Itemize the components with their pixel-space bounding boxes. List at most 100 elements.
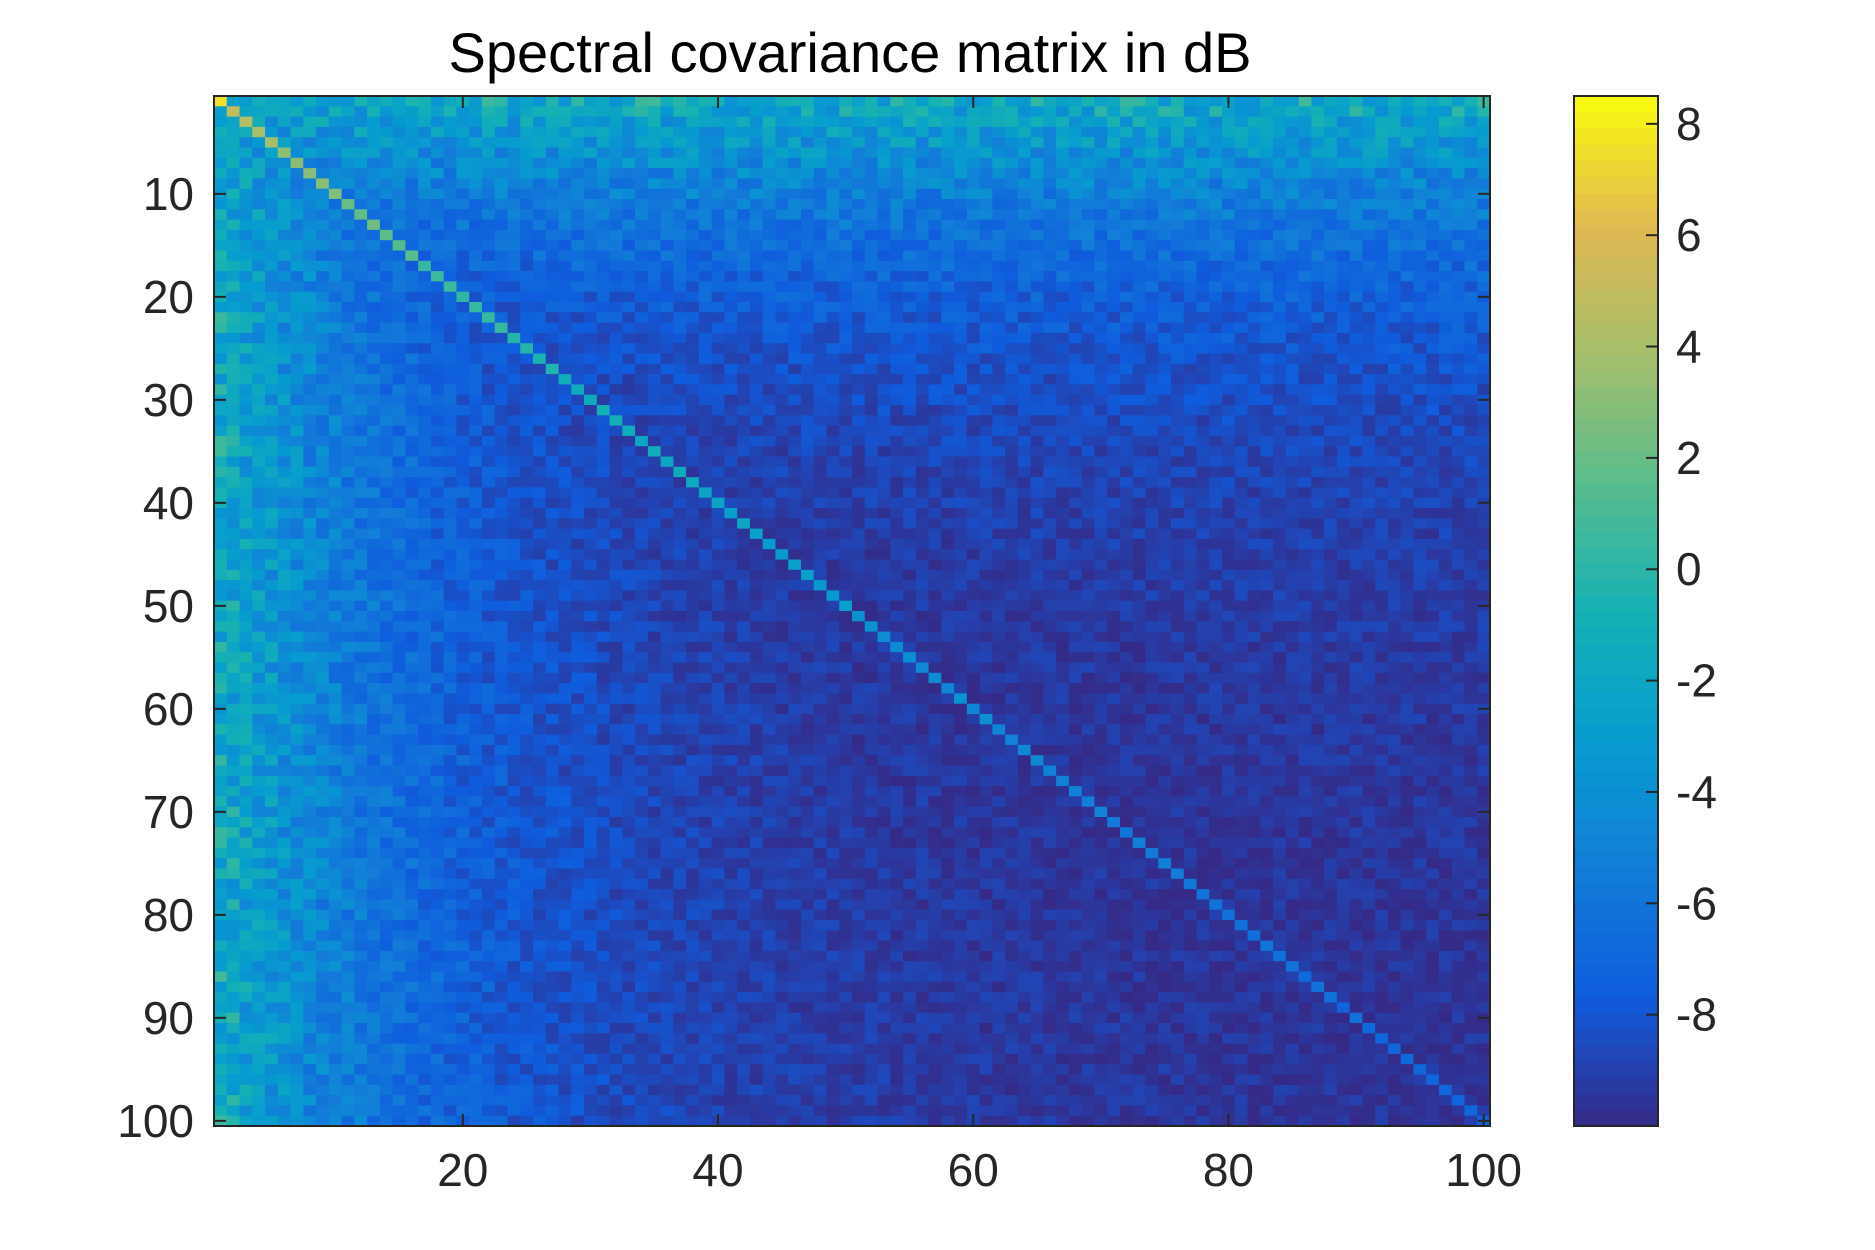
heatmap-cell	[941, 569, 955, 581]
heatmap-cell	[533, 312, 547, 324]
heatmap-cell	[903, 446, 917, 458]
heatmap-cell	[1030, 425, 1044, 437]
heatmap-cell	[1260, 415, 1274, 427]
heatmap-cell	[1043, 487, 1057, 499]
heatmap-cell	[711, 446, 725, 458]
heatmap-cell	[928, 415, 942, 427]
heatmap-cell	[405, 477, 419, 488]
heatmap-cell	[839, 456, 853, 468]
heatmap-cell	[877, 435, 891, 447]
heatmap-cell	[1209, 116, 1223, 128]
heatmap-cell	[724, 497, 738, 509]
heatmap-cell	[481, 168, 496, 179]
heatmap-cell	[979, 528, 993, 540]
heatmap-cell	[673, 446, 687, 458]
heatmap-cell	[915, 384, 930, 396]
heatmap-cell	[252, 394, 266, 406]
heatmap-cell	[252, 343, 266, 355]
heatmap-cell	[1298, 466, 1312, 478]
heatmap-cell	[1043, 240, 1057, 252]
heatmap-cell	[456, 229, 470, 241]
heatmap-cell	[928, 394, 942, 406]
heatmap-cell	[1222, 466, 1236, 478]
heatmap-cell	[966, 137, 981, 149]
heatmap-cell	[596, 157, 611, 169]
heatmap-cell	[711, 600, 725, 612]
heatmap-cell	[1285, 219, 1300, 231]
heatmap-cell	[1349, 312, 1363, 324]
heatmap-cell	[915, 559, 930, 571]
heatmap-cell	[443, 343, 458, 355]
heatmap-cell	[903, 415, 917, 427]
heatmap-cell	[558, 477, 572, 488]
heatmap-cell	[316, 343, 330, 355]
heatmap-cell	[584, 559, 598, 571]
heatmap-cell	[609, 590, 623, 602]
heatmap-cell	[494, 528, 509, 540]
heatmap-cell	[954, 178, 968, 190]
heatmap-cell	[698, 312, 713, 324]
heatmap-cell	[813, 425, 828, 437]
heatmap-cell	[1107, 353, 1121, 365]
heatmap-cell	[622, 116, 636, 128]
heatmap-cell	[1260, 229, 1274, 241]
heatmap-cell	[507, 569, 521, 581]
heatmap-cell	[1043, 538, 1057, 550]
heatmap-cell	[928, 250, 942, 262]
heatmap-cell	[481, 116, 496, 128]
heatmap-cell	[698, 353, 713, 365]
heatmap-cell	[1005, 425, 1019, 437]
heatmap-cell	[890, 353, 904, 365]
heatmap-cell	[354, 229, 368, 241]
heatmap-cell	[316, 415, 330, 427]
heatmap-cell	[1400, 508, 1415, 519]
heatmap-cell	[1477, 466, 1491, 478]
heatmap-cell	[737, 178, 751, 190]
heatmap-cell	[239, 559, 253, 571]
heatmap-cell	[635, 168, 649, 179]
heatmap-cell	[584, 157, 598, 169]
heatmap-cell	[673, 96, 687, 107]
heatmap-cell	[877, 415, 891, 427]
heatmap-cell	[635, 96, 649, 107]
heatmap-cell	[890, 580, 904, 591]
heatmap-cell	[724, 96, 738, 107]
heatmap-cell	[316, 291, 330, 303]
heatmap-cell	[609, 250, 623, 262]
heatmap-cell	[711, 497, 725, 509]
heatmap-cell	[839, 363, 853, 375]
heatmap-cell	[737, 363, 751, 375]
heatmap-cell	[915, 168, 930, 179]
heatmap-cell	[609, 302, 623, 313]
heatmap-cell	[1005, 508, 1019, 519]
heatmap-cell	[1119, 415, 1134, 427]
heatmap-cell	[469, 415, 483, 427]
heatmap-cell	[762, 508, 777, 519]
heatmap-cell	[405, 281, 419, 293]
heatmap-cell	[852, 168, 866, 179]
heatmap-cell	[456, 394, 470, 406]
heatmap-cell	[507, 271, 521, 282]
heatmap-cell	[903, 126, 917, 138]
heatmap-cell	[558, 332, 572, 344]
heatmap-cell	[571, 549, 585, 561]
heatmap-cell	[915, 508, 930, 519]
heatmap-cell	[966, 188, 981, 200]
heatmap-cell	[571, 569, 585, 581]
heatmap-cell	[252, 559, 266, 571]
heatmap-cell	[839, 415, 853, 427]
heatmap-cell	[622, 322, 636, 334]
heatmap-cell	[1400, 302, 1415, 313]
heatmap-cell	[1132, 384, 1147, 396]
heatmap-cell	[660, 106, 674, 118]
heatmap-cell	[852, 580, 866, 591]
heatmap-cell	[507, 600, 521, 612]
heatmap-cell	[1413, 106, 1427, 118]
heatmap-cell	[214, 477, 228, 488]
heatmap-cell	[839, 394, 853, 406]
heatmap-cell	[724, 374, 738, 385]
heatmap-cell	[711, 405, 725, 416]
heatmap-cell	[992, 466, 1006, 478]
heatmap-cell	[252, 281, 266, 293]
heatmap-cell	[686, 271, 700, 282]
